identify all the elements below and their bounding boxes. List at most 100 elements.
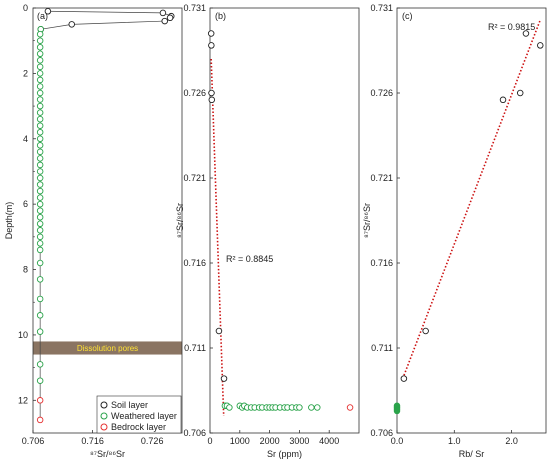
- panel-a: Dissolution pores 0 2 4 6 8 10 12 0.706 0.716 0.72…: [4, 3, 183, 459]
- c-point-soil-layer: [422, 327, 429, 335]
- a-point-weathered-layer: [36, 142, 44, 149]
- b-point-soil-layer: [208, 96, 216, 104]
- a-point-weathered-layer: [36, 89, 44, 97]
- c-ytick-label: 0.726: [370, 88, 393, 98]
- legend-item-label: Soil layer: [111, 400, 148, 410]
- a-point-soil-layer: [159, 9, 167, 17]
- a-point-bedrock-layer: [36, 397, 44, 404]
- c-panel-label: (c): [402, 11, 413, 21]
- c-frame: [396, 7, 547, 434]
- a-point-weathered-layer: [36, 361, 44, 368]
- b-point-soil-layer: [208, 42, 215, 49]
- b-frame: [209, 7, 360, 434]
- b-ytick-label: 0.711: [184, 343, 206, 353]
- a-xtick-label: 0.726: [141, 436, 164, 446]
- a-point-soil-layer: [44, 8, 52, 15]
- b-ytick-label: 0.716: [183, 258, 206, 268]
- b-ytick-label: 0.731: [183, 3, 206, 13]
- a-point-weathered-layer: [36, 30, 44, 38]
- legend-box: [96, 395, 182, 434]
- b-point-soil-layer: [207, 30, 215, 37]
- b-point-weathered-layer: [226, 404, 233, 411]
- a-xtick-label: 0.716: [81, 436, 104, 446]
- a-ytick-label: 6: [23, 199, 28, 209]
- legend-marker: [100, 412, 108, 420]
- panel-a-frame: [32, 7, 183, 434]
- c-ytick-label: 0.721: [370, 173, 393, 183]
- b-trendline: [210, 58, 225, 417]
- panel-b: 0.706 0.711 0.716 0.721 0.726 0.731 0 1000 2000 3…: [175, 3, 360, 459]
- a-point-weathered-layer: [36, 233, 44, 241]
- b-point-soil-layer: [208, 89, 215, 97]
- a-ytick-label: 2: [23, 68, 28, 78]
- a-panel-label: (a): [37, 11, 48, 21]
- a-point-weathered-layer: [36, 328, 44, 335]
- b-xlabel: Sr (ppm): [267, 449, 302, 459]
- c-xtick-label: 0.0: [391, 436, 404, 446]
- a-point-weathered-layer: [36, 135, 44, 143]
- a-point-weathered-layer: [36, 207, 44, 214]
- a-point-soil-layer: [161, 17, 168, 25]
- a-point-weathered-layer: [36, 43, 44, 51]
- c-trendline: [401, 19, 542, 379]
- c-xtick-label: 2.0: [505, 436, 518, 446]
- a-point-weathered-layer: [36, 148, 44, 156]
- a-point-weathered-layer: [36, 168, 44, 175]
- c-xlabel: Rb/ Sr: [459, 449, 485, 459]
- a-point-weathered-layer: [36, 227, 44, 234]
- b-r2-label: R² = 0.8845: [226, 254, 273, 264]
- c-point-weathered-layer: [393, 407, 401, 415]
- a-point-weathered-layer: [36, 312, 44, 319]
- b-point-bedrock-layer: [346, 404, 354, 411]
- c-ylabel: ⁸⁷Sr/⁸⁶Sr: [362, 203, 372, 238]
- legend-item-label: Weathered layer: [111, 411, 177, 421]
- a-ytick-label: 0: [23, 3, 28, 13]
- c-point-soil-layer: [499, 96, 507, 104]
- a-point-weathered-layer: [36, 155, 44, 162]
- a-point-weathered-layer: [36, 377, 44, 384]
- legend-item-label: Bedrock layer: [111, 422, 166, 432]
- a-point-weathered-layer: [36, 109, 44, 116]
- a-point-weathered-layer: [36, 102, 44, 110]
- a-point-weathered-layer: [36, 96, 44, 103]
- b-ytick-label: 0.721: [183, 173, 206, 183]
- a-ylabel: Depth(m): [4, 202, 14, 240]
- panel-c: 0.706 0.711 0.716 0.721 0.726 0.731 0.0 1.0 2.0 (…: [362, 3, 547, 459]
- a-point-weathered-layer: [36, 259, 44, 267]
- c-point-soil-layer: [522, 30, 530, 37]
- a-ytick-label: 10: [18, 330, 28, 340]
- a-point-weathered-layer: [36, 115, 44, 123]
- c-ytick-label: 0.731: [370, 3, 393, 13]
- a-point-weathered-layer: [36, 174, 44, 182]
- a-point-soil-layer: [68, 21, 75, 28]
- legend-marker: [100, 423, 108, 431]
- a-point-weathered-layer: [36, 70, 44, 77]
- a-point-weathered-layer: [36, 161, 44, 169]
- b-ytick-label: 0.726: [183, 88, 206, 98]
- c-point-soil-layer: [537, 42, 544, 49]
- b-ytick-label: 0.706: [183, 428, 206, 438]
- b-point-weathered-layer: [308, 404, 315, 411]
- c-point-soil-layer: [400, 375, 408, 382]
- a-point-weathered-layer: [36, 194, 44, 201]
- a-point-weathered-layer: [36, 181, 44, 188]
- b-xtick-label: 0: [207, 436, 212, 446]
- c-xtick-label: 1.0: [448, 436, 461, 446]
- c-r2-label: R² = 0.9815: [488, 22, 535, 32]
- a-point-weathered-layer: [36, 63, 44, 71]
- c-ytick-label: 0.716: [370, 258, 393, 268]
- a-point-bedrock-layer: [36, 416, 44, 424]
- a-point-weathered-layer: [36, 200, 44, 208]
- a-profile-line: [39, 10, 172, 420]
- b-xtick-label: 3000: [289, 436, 309, 446]
- b-xtick-label: 1000: [230, 436, 250, 446]
- b-point-weathered-layer: [296, 404, 303, 411]
- a-xtick-label: 0.706: [22, 436, 45, 446]
- a-point-weathered-layer: [36, 76, 44, 84]
- c-point-soil-layer: [516, 89, 524, 97]
- a-ytick-label: 8: [23, 265, 28, 275]
- a-point-weathered-layer: [36, 50, 44, 58]
- b-xtick-label: 2000: [260, 436, 280, 446]
